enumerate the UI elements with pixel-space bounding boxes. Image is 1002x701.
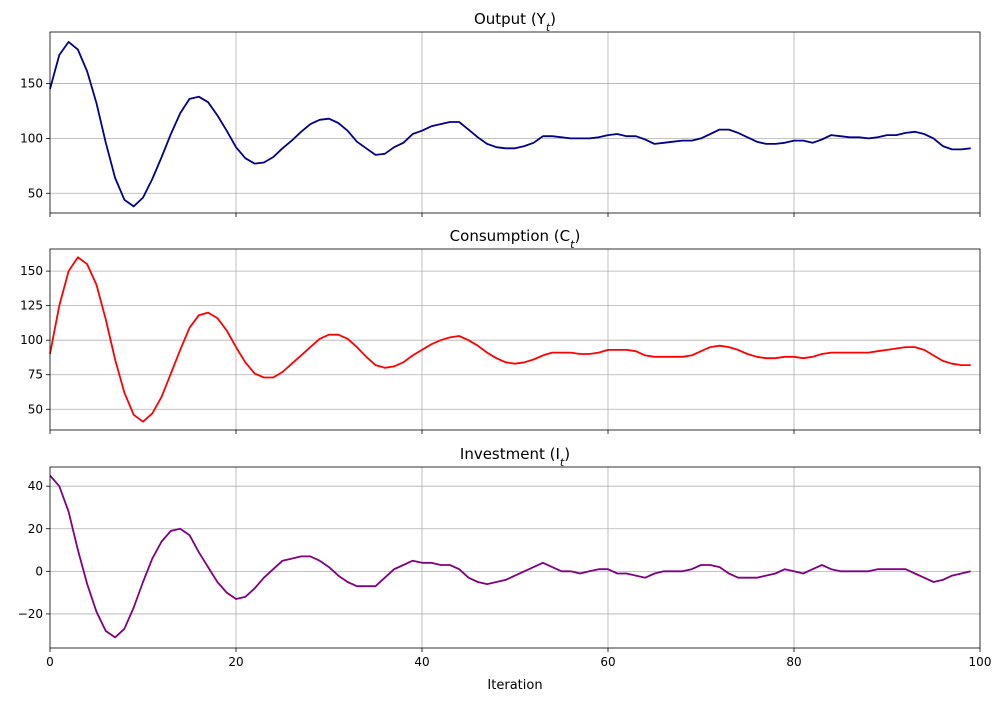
- investment-xtick-label: 80: [786, 655, 801, 669]
- consumption-plot-frame: [49, 248, 981, 431]
- investment-xtick-label: 100: [969, 655, 992, 669]
- investment-chart-title: Investment (It): [460, 445, 570, 469]
- consumption-ytick-label: 100: [20, 333, 43, 347]
- investment-ytick-label: 0: [35, 564, 43, 578]
- investment-ytick-label: 20: [28, 522, 43, 536]
- consumption-ytick-label: 75: [28, 368, 43, 382]
- investment-ytick-label: −20: [18, 607, 43, 621]
- investment-plot-frame: [49, 466, 981, 649]
- investment-xaxis-label: Iteration: [487, 678, 542, 693]
- consumption-ytick-label: 50: [28, 402, 43, 416]
- output-chart: Output (Yt) 50 100 150: [20, 10, 981, 217]
- consumption-chart-title: Consumption (Ct): [450, 227, 581, 251]
- output-ytick-label: 100: [20, 131, 43, 145]
- investment-xtick-label: 60: [600, 655, 615, 669]
- investment-ytick-label: 40: [28, 479, 43, 493]
- investment-chart: Investment (It) 0 20 40 60 80 100 −20 0 20 40 Iter…: [18, 445, 992, 693]
- investment-xtick-label: 40: [414, 655, 429, 669]
- output-ytick-label: 50: [28, 186, 43, 200]
- investment-xtick-label: 0: [46, 655, 54, 669]
- consumption-chart-title-subscript: t: [570, 238, 575, 251]
- consumption-ytick-label: 125: [20, 299, 43, 313]
- output-series-line: [49, 41, 971, 208]
- output-ytick-label: 150: [20, 77, 43, 91]
- investment-xtick-label: 20: [228, 655, 243, 669]
- output-chart-title-subscript: t: [546, 21, 551, 34]
- investment-chart-title-subscript: t: [560, 456, 565, 469]
- consumption-series-line: [49, 256, 971, 423]
- output-plot-frame: [49, 31, 981, 214]
- investment-series-line: [49, 474, 971, 639]
- consumption-chart: Consumption (Ct) 50 75 100 125 150: [20, 227, 981, 434]
- output-chart-title: Output (Yt): [474, 10, 556, 34]
- consumption-ytick-label: 150: [20, 264, 43, 278]
